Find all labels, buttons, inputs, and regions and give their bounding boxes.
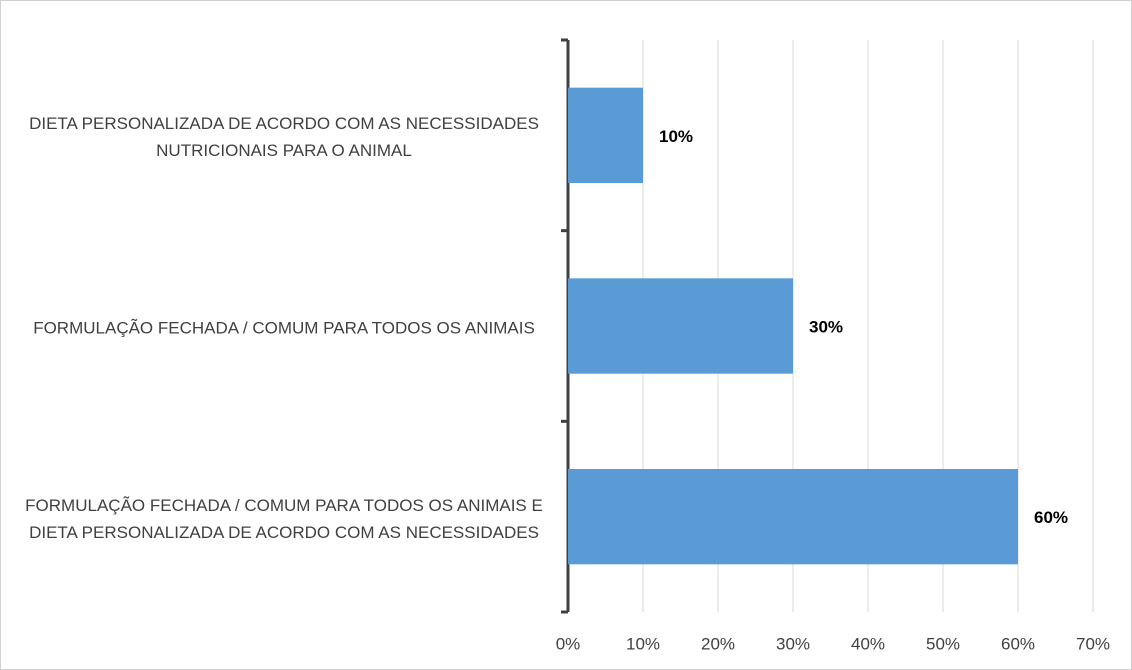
bar [568,278,793,374]
category-label: FORMULAÇÃO FECHADA / COMUM PARA TODOS OS… [33,318,535,338]
category-label: DIETA PERSONALIZADA DE ACORDO COM AS NEC… [29,114,539,161]
x-tick-label: 40% [851,634,885,653]
x-tick-label: 10% [626,634,660,653]
value-label: 60% [1034,508,1068,527]
x-tick-label: 50% [926,634,960,653]
category-label: FORMULAÇÃO FECHADA / COMUM PARA TODOS OS… [25,495,543,542]
x-tick-label: 30% [776,634,810,653]
x-tick-label: 0% [556,634,581,653]
value-label: 30% [809,317,843,336]
x-tick-label: 20% [701,634,735,653]
bar [568,469,1018,565]
x-tick-label: 60% [1001,634,1035,653]
bar [568,87,643,183]
x-tick-label: 70% [1076,634,1110,653]
value-label: 10% [659,127,693,146]
